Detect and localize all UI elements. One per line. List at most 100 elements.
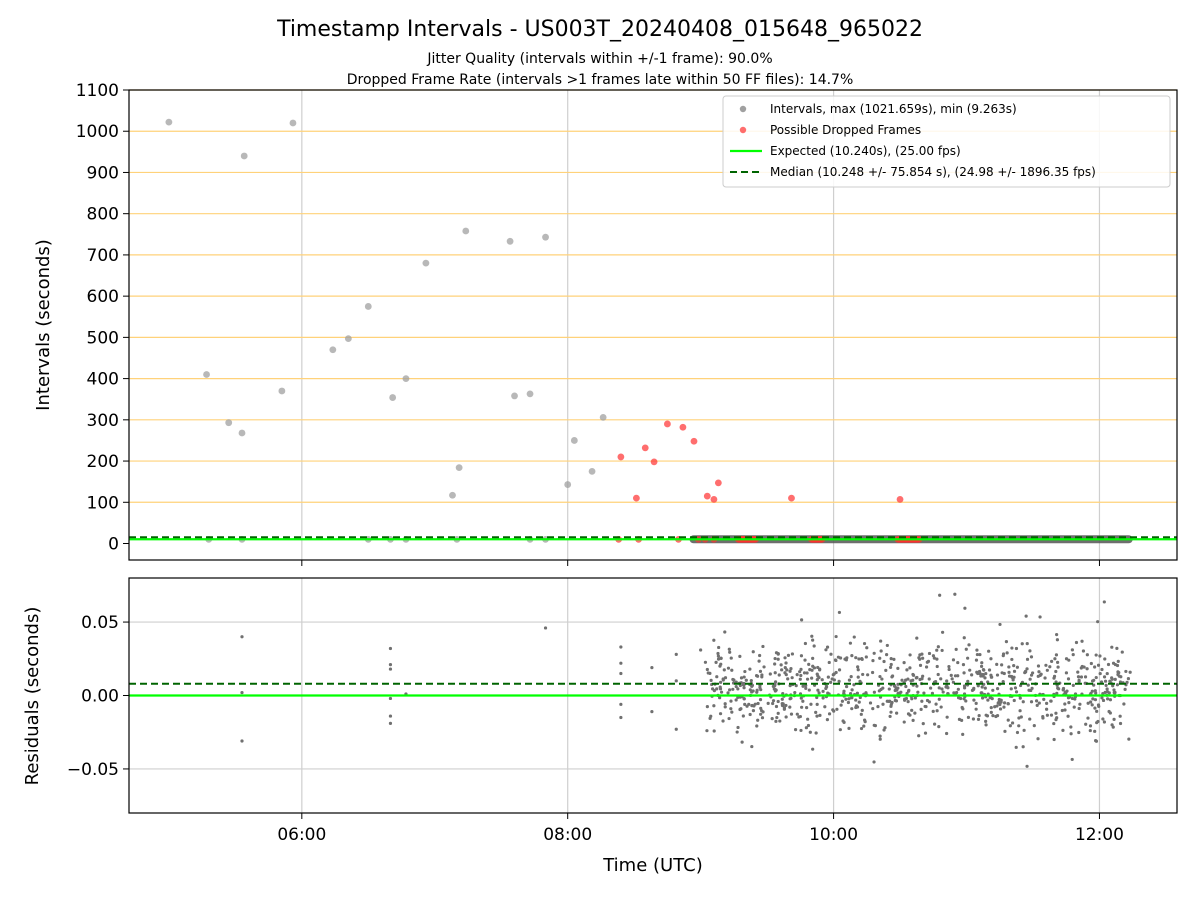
legend-marker-dropped <box>739 126 747 134</box>
residual-cluster-point-808 <box>789 667 793 671</box>
residual-cluster-point-205 <box>780 668 784 672</box>
residuals-ytick-label-1: 0.00 <box>81 687 119 707</box>
residual-cluster-point-827 <box>888 714 892 719</box>
residual-cluster-point-45 <box>1036 664 1041 668</box>
residual-cluster-point-606 <box>1069 732 1073 736</box>
residual-cluster-point-897 <box>958 696 963 701</box>
residual-cluster-point-576 <box>742 686 746 690</box>
residuals-x-ticks: 06:00 08:00 10:00 12:00 <box>277 813 1124 845</box>
residual-cluster-point-428 <box>750 684 754 688</box>
residual-cluster-point-858 <box>1007 665 1011 669</box>
residual-cluster-point-202 <box>800 618 804 622</box>
residual-cluster-point-58 <box>1042 697 1046 701</box>
residual-cluster-point-43 <box>1118 714 1122 718</box>
residual-cluster-point-98 <box>861 672 865 677</box>
residual-cluster-point-267 <box>1105 687 1109 691</box>
residual-cluster-point-395 <box>815 702 819 706</box>
residual-cluster-point-600 <box>742 675 746 679</box>
residual-cluster-point-214 <box>887 687 891 691</box>
chart-title: Timestamp Intervals - US003T_20240408_01… <box>276 17 923 42</box>
residual-cluster-point-573 <box>1091 697 1095 701</box>
residual-cluster-point-156 <box>947 664 951 669</box>
residual-cluster-point-736 <box>805 706 809 710</box>
residual-cluster-point-631 <box>911 672 915 677</box>
residual-cluster-point-404 <box>953 674 958 678</box>
residual-cluster-point-301 <box>1077 730 1081 735</box>
residual-cluster-point-290 <box>1085 653 1089 657</box>
residual-cluster-point-39 <box>900 678 904 682</box>
residual-cluster-point-123 <box>773 662 777 666</box>
residual-cluster-point-341 <box>1080 639 1084 643</box>
residual-cluster-point-249 <box>728 688 732 692</box>
residual-cluster-point-322 <box>1097 704 1101 708</box>
residual-cluster-point-577 <box>920 677 924 681</box>
residual-cluster-point-273 <box>908 653 912 657</box>
residual-cluster-point-825 <box>757 659 761 663</box>
residual-cluster-point-345 <box>1015 730 1020 735</box>
residual-cluster-point-240 <box>921 674 925 678</box>
residual-cluster-point-608 <box>788 697 792 701</box>
residual-cluster-point-507 <box>719 656 723 660</box>
residual-cluster-point-836 <box>887 699 891 703</box>
residual-cluster-point-481 <box>817 691 821 695</box>
residual-cluster-point-182 <box>967 643 971 647</box>
residual-cluster-point-471 <box>773 671 777 675</box>
residual-cluster-point-602 <box>723 705 727 709</box>
residual-cluster-point-463 <box>816 665 820 670</box>
residual-cluster-point-241 <box>1024 614 1028 618</box>
residual-cluster-point-398 <box>810 676 814 680</box>
residual-cluster-point-831 <box>964 699 968 703</box>
dropped-frame-point-10 <box>788 494 795 502</box>
residual-cluster-point-132 <box>932 656 936 660</box>
residual-cluster-point-52 <box>799 728 803 733</box>
residual-cluster-point-757 <box>756 718 760 722</box>
residual-cluster-point-281 <box>1105 671 1109 676</box>
residual-cluster-point-793 <box>935 709 939 713</box>
residual-cluster-point-102 <box>1034 699 1039 703</box>
residual-cluster-point-85 <box>904 678 908 682</box>
residual-point-1 <box>240 690 244 695</box>
residual-cluster-point-100 <box>847 726 851 730</box>
intervals-x-ticks <box>301 560 1100 566</box>
residual-cluster-point-878 <box>832 709 836 713</box>
residual-cluster-point-699 <box>811 656 815 660</box>
residual-cluster-point-399 <box>1019 715 1023 719</box>
residual-cluster-point-483 <box>1010 657 1014 662</box>
residual-cluster-point-704 <box>1086 701 1090 705</box>
residual-cluster-point-84 <box>857 700 861 704</box>
residual-cluster-point-227 <box>811 638 815 642</box>
residual-cluster-point-534 <box>1076 670 1080 674</box>
residual-cluster-point-523 <box>827 660 831 665</box>
residual-cluster-point-706 <box>1009 687 1013 691</box>
residual-cluster-point-392 <box>860 657 864 661</box>
residual-cluster-point-35 <box>799 673 803 678</box>
residual-cluster-point-546 <box>947 667 951 672</box>
residual-cluster-point-121 <box>850 654 854 658</box>
interval-point-13 <box>449 491 456 499</box>
residual-cluster-point-136 <box>798 677 802 681</box>
residual-cluster-point-636 <box>865 646 869 650</box>
intervals-y-ticks: 0 100 200 300 400 500 600 700 800 900 1000 1100 <box>76 81 129 555</box>
residual-cluster-point-318 <box>989 705 993 710</box>
residual-cluster-point-451 <box>756 701 760 706</box>
residual-cluster-point-540 <box>811 747 815 751</box>
residual-cluster-point-588 <box>956 660 960 665</box>
residual-cluster-point-596 <box>985 714 990 718</box>
residual-cluster-point-379 <box>1104 683 1108 687</box>
residual-cluster-point-563 <box>966 656 970 660</box>
residual-cluster-point-721 <box>758 669 763 673</box>
residual-cluster-point-888 <box>889 662 893 667</box>
residual-point-11 <box>619 645 623 649</box>
residual-cluster-point-617 <box>1007 674 1012 678</box>
residual-cluster-point-410 <box>872 760 876 764</box>
interval-point-14 <box>455 464 463 472</box>
residual-cluster-point-513 <box>806 717 810 721</box>
residual-cluster-point-716 <box>1025 667 1029 671</box>
interval-point-8 <box>344 335 352 343</box>
residual-cluster-point-105 <box>1063 708 1067 712</box>
residual-cluster-point-311 <box>735 730 739 734</box>
residual-cluster-point-559 <box>776 699 780 704</box>
residual-cluster-point-293 <box>904 684 908 689</box>
residual-cluster-point-455 <box>1007 670 1011 674</box>
